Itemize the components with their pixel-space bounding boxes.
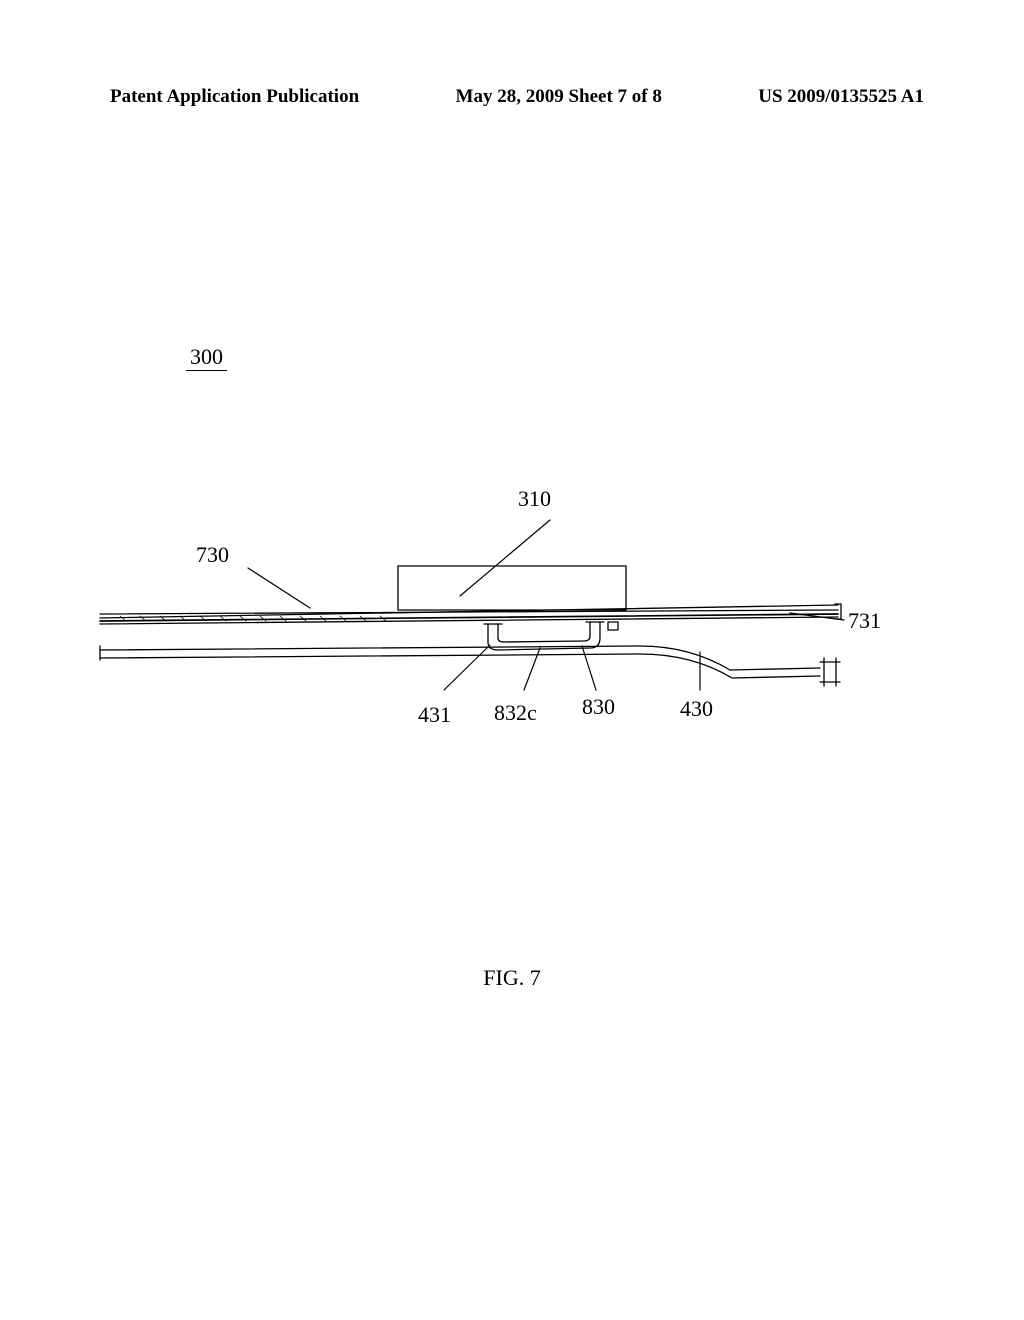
arm-right-bracket <box>820 658 840 686</box>
figure-caption: FIG. 7 <box>0 965 1024 991</box>
ref-830: 830 <box>582 694 615 720</box>
ref-832c: 832c <box>494 700 537 726</box>
arm-top <box>100 646 820 670</box>
ref-310: 310 <box>518 486 551 512</box>
ref-731: 731 <box>848 608 881 634</box>
pub-date-sheet: May 28, 2009 Sheet 7 of 8 <box>456 86 662 108</box>
figure-7: 310 730 731 830 431 832c 430 <box>0 490 1024 790</box>
u-mount-inner <box>498 622 590 642</box>
ref-431: 431 <box>418 702 451 728</box>
ref-430: 430 <box>680 696 713 722</box>
page-header: Patent Application Publication May 28, 2… <box>0 86 1024 108</box>
leader-lines <box>248 520 844 690</box>
block-310 <box>398 566 626 610</box>
ref-730: 730 <box>196 542 229 568</box>
pub-number: US 2009/0135525 A1 <box>758 86 924 108</box>
notch-right <box>608 622 618 630</box>
pub-type: Patent Application Publication <box>110 86 359 108</box>
assembly-ref-300: 300 <box>186 345 227 371</box>
figure-7-svg <box>0 490 1024 790</box>
